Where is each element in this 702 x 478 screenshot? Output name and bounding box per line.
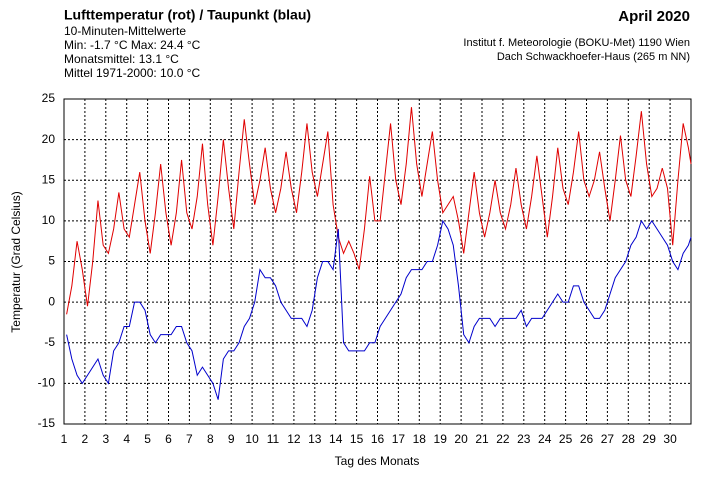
y-tick-label: 25 <box>42 91 56 105</box>
x-tick-label: 7 <box>186 432 193 446</box>
x-axis-label: Tag des Monats <box>335 454 420 468</box>
x-tick-label: 10 <box>245 432 259 446</box>
x-tick-label: 3 <box>102 432 109 446</box>
x-tick-label: 27 <box>601 432 615 446</box>
x-tick-label: 23 <box>517 432 531 446</box>
subtitle: Min: -1.7 °C Max: 24.4 °C <box>64 38 201 52</box>
y-tick-label: 5 <box>48 254 55 268</box>
x-tick-label: 14 <box>329 432 343 446</box>
source: Dach Schwackhoefer-Haus (265 m NN) <box>497 51 690 63</box>
x-tick-label: 12 <box>287 432 301 446</box>
x-tick-label: 30 <box>663 432 677 446</box>
source: Institut f. Meteorologie (BOKU-Met) 1190… <box>463 37 690 49</box>
x-tick-label: 29 <box>643 432 657 446</box>
x-tick-label: 21 <box>475 432 489 446</box>
x-tick-label: 11 <box>267 432 280 446</box>
chart-title: Lufttemperatur (rot) / Taupunkt (blau) <box>64 7 311 23</box>
data-line <box>66 219 692 400</box>
x-tick-label: 4 <box>123 432 130 446</box>
x-tick-label: 22 <box>496 432 510 446</box>
x-tick-label: 15 <box>350 432 364 446</box>
x-tick-label: 13 <box>308 432 322 446</box>
y-axis-label: Temperatur (Grad Celsius) <box>9 191 23 332</box>
y-tick-label: -15 <box>38 416 56 430</box>
subtitle: 10-Minuten-Mittelwerte <box>64 24 186 38</box>
x-tick-label: 19 <box>434 432 448 446</box>
x-tick-label: 6 <box>165 432 172 446</box>
x-tick-label: 18 <box>413 432 427 446</box>
x-tick-label: 25 <box>559 432 573 446</box>
data-line <box>66 107 692 315</box>
x-tick-label: 28 <box>622 432 636 446</box>
y-tick-label: 20 <box>42 132 56 146</box>
x-tick-label: 17 <box>392 432 406 446</box>
x-tick-label: 24 <box>538 432 552 446</box>
x-tick-label: 20 <box>454 432 468 446</box>
x-tick-label: 9 <box>228 432 235 446</box>
x-tick-label: 1 <box>61 432 68 446</box>
y-tick-label: 15 <box>42 172 56 186</box>
x-tick-label: 5 <box>144 432 151 446</box>
x-tick-label: 2 <box>82 432 89 446</box>
subtitle: Mittel 1971-2000: 10.0 °C <box>64 66 201 80</box>
y-tick-label: -10 <box>38 376 56 390</box>
y-tick-label: 10 <box>42 213 56 227</box>
subtitle: Monatsmittel: 13.1 °C <box>64 52 179 66</box>
x-tick-label: 26 <box>580 432 594 446</box>
x-tick-label: 16 <box>371 432 385 446</box>
period: April 2020 <box>618 8 690 25</box>
y-tick-label: -5 <box>44 335 55 349</box>
x-tick-label: 8 <box>207 432 214 446</box>
plot-frame <box>63 98 692 425</box>
y-tick-label: 0 <box>48 294 55 308</box>
